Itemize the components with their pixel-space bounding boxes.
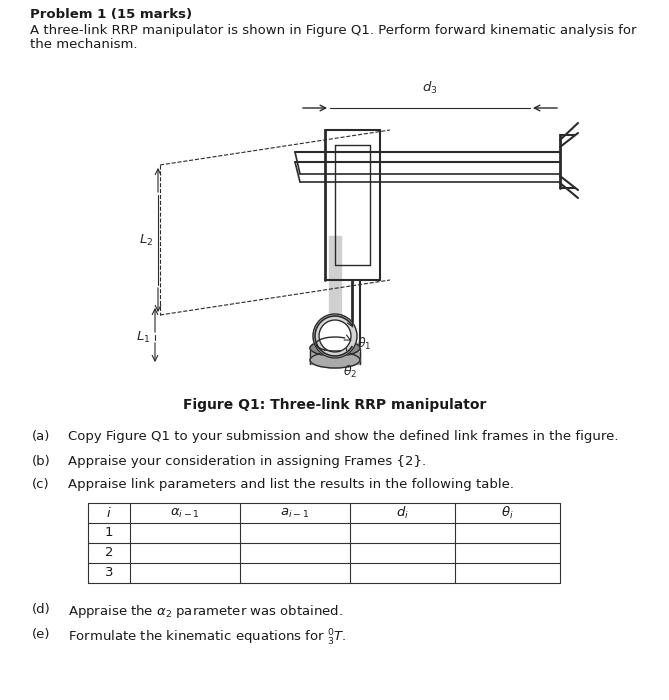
Bar (310, 352, 360, 364)
Ellipse shape (310, 340, 360, 356)
Text: Appraise your consideration in assigning Frames {2}.: Appraise your consideration in assigning… (68, 455, 426, 468)
Text: Formulate the kinematic equations for $^0_3T$.: Formulate the kinematic equations for $^… (68, 628, 347, 648)
Text: (e): (e) (32, 628, 50, 641)
Ellipse shape (324, 336, 346, 344)
Circle shape (319, 320, 351, 352)
Text: $\theta_i$: $\theta_i$ (501, 505, 514, 521)
Text: (d): (d) (32, 603, 51, 616)
Text: $L_1$: $L_1$ (136, 330, 150, 345)
Text: $d_3$: $d_3$ (422, 80, 438, 96)
Text: $d_i$: $d_i$ (396, 505, 409, 521)
Text: the mechanism.: the mechanism. (30, 38, 138, 51)
Ellipse shape (324, 346, 346, 354)
Text: $i$: $i$ (106, 506, 112, 520)
Text: (a): (a) (32, 430, 50, 443)
Ellipse shape (310, 352, 360, 368)
Text: $L_2$: $L_2$ (138, 232, 153, 248)
Text: 2: 2 (105, 547, 113, 559)
Text: Appraise link parameters and list the results in the following table.: Appraise link parameters and list the re… (68, 478, 514, 491)
Text: Appraise the $\alpha_2$ parameter was obtained.: Appraise the $\alpha_2$ parameter was ob… (68, 603, 343, 620)
Text: 3: 3 (105, 566, 113, 580)
Text: (b): (b) (32, 455, 51, 468)
Text: $\theta_1$: $\theta_1$ (357, 336, 371, 352)
Text: A three-link RRP manipulator is shown in Figure Q1. Perform forward kinematic an: A three-link RRP manipulator is shown in… (30, 24, 636, 37)
Text: (c): (c) (32, 478, 50, 491)
Text: 1: 1 (105, 526, 113, 540)
Bar (324, 335, 346, 345)
Bar (329, 236, 341, 340)
Text: $\theta_2$: $\theta_2$ (343, 364, 357, 380)
Text: Copy Figure Q1 to your submission and show the defined link frames in the figure: Copy Figure Q1 to your submission and sh… (68, 430, 619, 443)
Text: Problem 1 (15 marks): Problem 1 (15 marks) (30, 8, 192, 21)
Text: $a_{i-1}$: $a_{i-1}$ (280, 507, 310, 519)
Text: Figure Q1: Three-link RRP manipulator: Figure Q1: Three-link RRP manipulator (183, 398, 486, 412)
Text: $\alpha_{i-1}$: $\alpha_{i-1}$ (170, 507, 200, 519)
Circle shape (313, 314, 357, 358)
